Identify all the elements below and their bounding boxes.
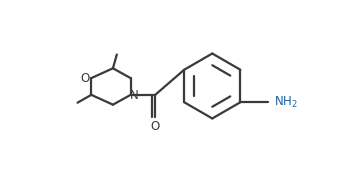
Text: O: O bbox=[151, 120, 160, 133]
Text: O: O bbox=[81, 72, 90, 85]
Text: NH$_2$: NH$_2$ bbox=[274, 95, 298, 110]
Text: N: N bbox=[130, 89, 139, 102]
